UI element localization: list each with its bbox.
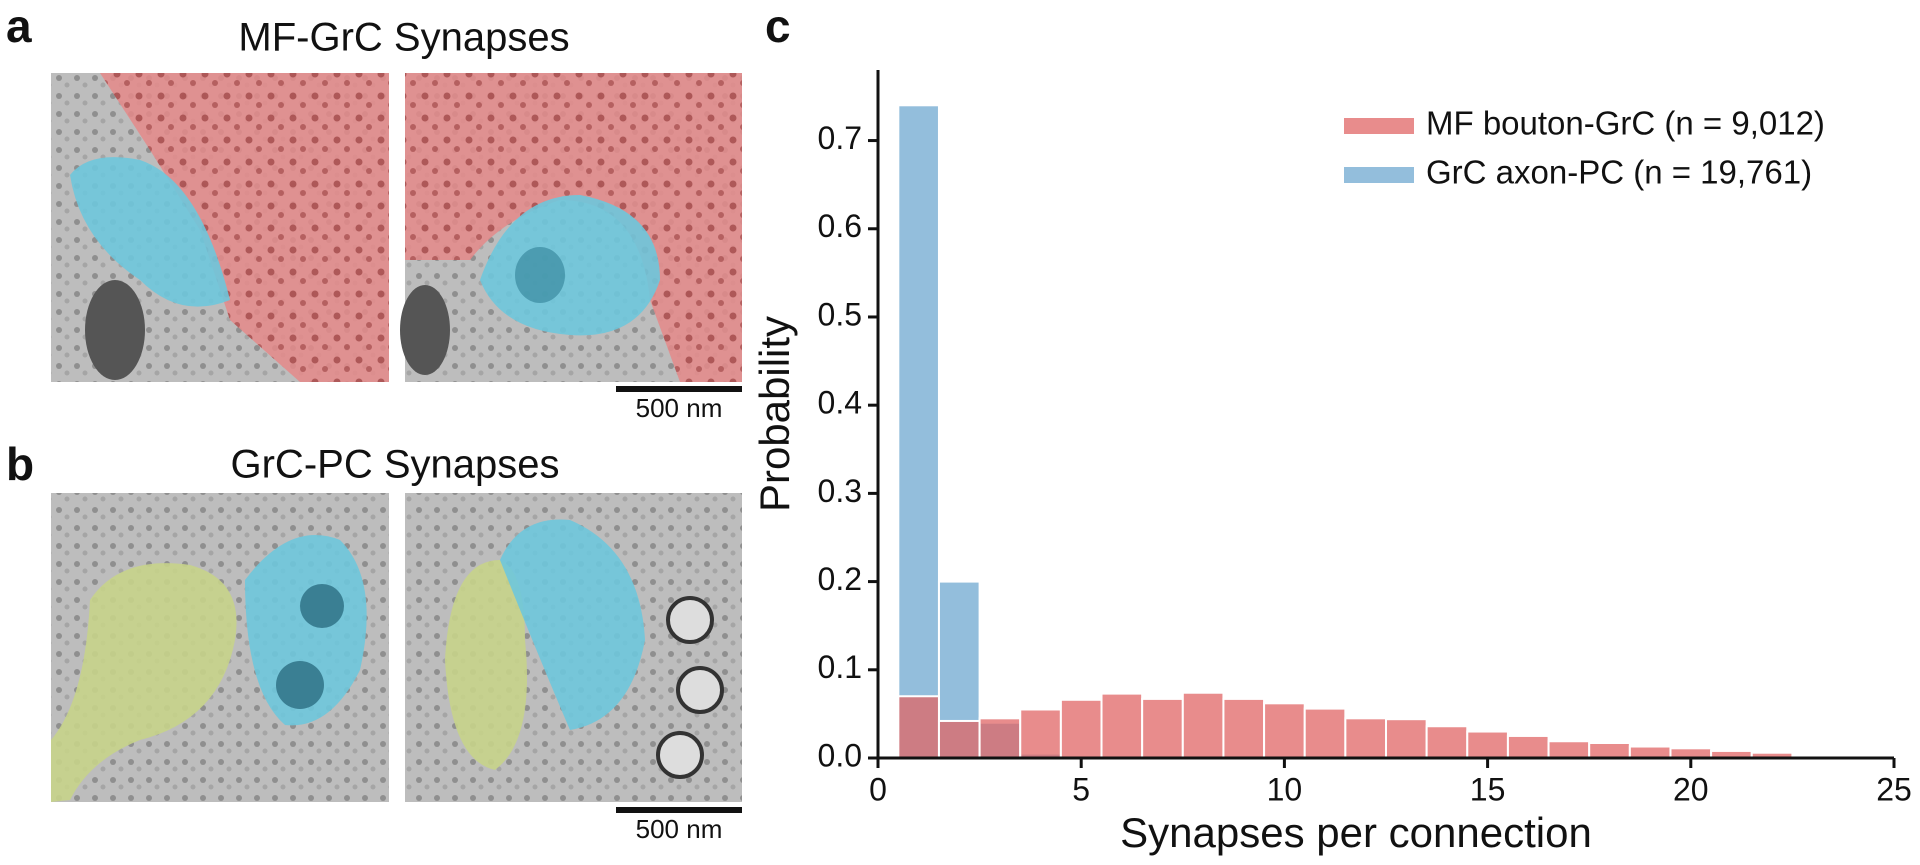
legend-swatch <box>1344 118 1414 134</box>
x-tick-label: 15 <box>1470 771 1506 807</box>
legend-swatch <box>1344 167 1414 183</box>
bar <box>978 717 1022 759</box>
x-tick-label: 25 <box>1876 771 1912 807</box>
histogram: 0.0 0.1 0.2 0.3 0.4 0.5 0.6 0.7 0 5 10 15 20 25 Synaps… <box>751 70 1912 856</box>
y-axis-label: Probability <box>751 316 798 512</box>
legend-text: GrC axon-PC (n = 19,761) <box>1426 154 1812 191</box>
x-tick-label: 20 <box>1673 771 1709 807</box>
bar <box>1303 707 1347 759</box>
legend-text: MF bouton-GrC (n = 9,012) <box>1426 105 1825 142</box>
bar <box>1344 717 1387 759</box>
bar <box>1263 702 1306 759</box>
y-tick-label: 0.3 <box>818 473 862 509</box>
y-tick-label: 0.0 <box>818 737 862 773</box>
em-image <box>51 73 389 382</box>
bar <box>1425 725 1469 759</box>
bar <box>1466 730 1509 759</box>
bar <box>1588 742 1631 759</box>
bar <box>1547 740 1591 760</box>
x-tick-label: 10 <box>1267 771 1303 807</box>
y-tick-label: 0.2 <box>818 561 862 597</box>
panel-title: MF-GrC Synapses <box>238 16 569 60</box>
scale-label: 500 nm <box>636 393 723 423</box>
bar <box>1506 734 1550 760</box>
bar <box>1222 697 1266 760</box>
x-tick-label: 0 <box>869 771 887 807</box>
bar <box>1628 745 1672 759</box>
y-tick-label: 0.7 <box>818 120 862 156</box>
bar <box>897 104 940 760</box>
panel-title: GrC-PC Synapses <box>231 443 560 487</box>
bar <box>1059 698 1103 759</box>
x-tick-label: 5 <box>1072 771 1090 807</box>
panel-letter: a <box>6 0 32 52</box>
y-tick-label: 0.1 <box>818 649 862 685</box>
bar <box>937 719 981 760</box>
bar <box>1100 692 1144 759</box>
bar <box>1019 708 1062 760</box>
bar <box>1141 697 1184 760</box>
bar <box>1181 691 1225 760</box>
y-tick-label: 0.6 <box>818 208 862 244</box>
em-image <box>400 73 742 382</box>
em-image <box>405 493 742 802</box>
y-tick-label: 0.5 <box>818 296 862 332</box>
panel-letter: b <box>6 438 34 490</box>
scale-label: 500 nm <box>636 814 723 844</box>
em-image <box>51 493 389 802</box>
bar <box>897 695 940 759</box>
x-axis-label: Synapses per connection <box>1120 809 1592 856</box>
y-tick-label: 0.4 <box>818 385 862 421</box>
panel-letter: c <box>765 0 791 52</box>
bar <box>1385 718 1428 760</box>
